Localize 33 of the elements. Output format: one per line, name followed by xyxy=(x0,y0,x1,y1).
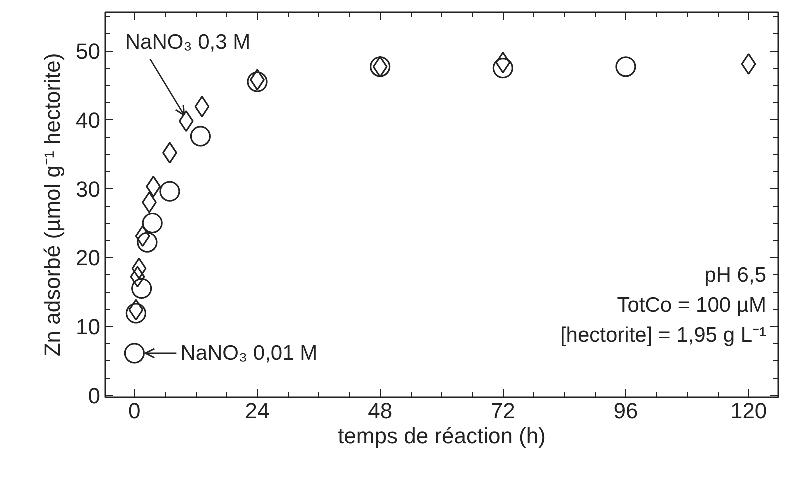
x-tick-label: 72 xyxy=(490,398,516,424)
point xyxy=(128,299,144,321)
point xyxy=(247,72,268,92)
y-tick-label: 40 xyxy=(76,108,101,133)
annotation: pH 6,5 xyxy=(704,264,767,287)
y-tick-label: 10 xyxy=(76,314,101,340)
point xyxy=(142,212,163,234)
y-tick-label: 20 xyxy=(76,246,101,271)
point xyxy=(160,181,180,202)
point xyxy=(616,56,636,78)
annotation: TotCo = 100 µM xyxy=(617,294,767,317)
x-tick-label: 0 xyxy=(128,398,141,424)
point xyxy=(132,278,152,299)
point xyxy=(190,126,211,147)
annotation: NaNO₃ 0,3 M xyxy=(125,30,251,54)
x-tick-label: 48 xyxy=(368,398,393,424)
point xyxy=(130,266,146,288)
point xyxy=(126,303,147,324)
y-tick-label: 50 xyxy=(76,39,101,64)
x-axis-title: temps de réaction (h) xyxy=(338,424,546,448)
point xyxy=(741,53,756,75)
point xyxy=(178,110,194,132)
annotation: [hectorite] = 1,95 g L⁻¹ xyxy=(560,324,767,347)
point xyxy=(492,58,514,79)
x-tick-label: 120 xyxy=(730,398,768,424)
point xyxy=(194,96,210,118)
annotation: NaNO₃ 0,01 M xyxy=(180,342,318,365)
point xyxy=(137,232,158,253)
x-tick-label: 96 xyxy=(614,398,638,424)
point xyxy=(135,226,150,248)
y-tick-label: 30 xyxy=(76,176,101,202)
y-axis-title: Zn adsorbé (µmol g⁻¹ hectorite) xyxy=(40,53,66,357)
x-tick-label: 24 xyxy=(245,398,270,424)
